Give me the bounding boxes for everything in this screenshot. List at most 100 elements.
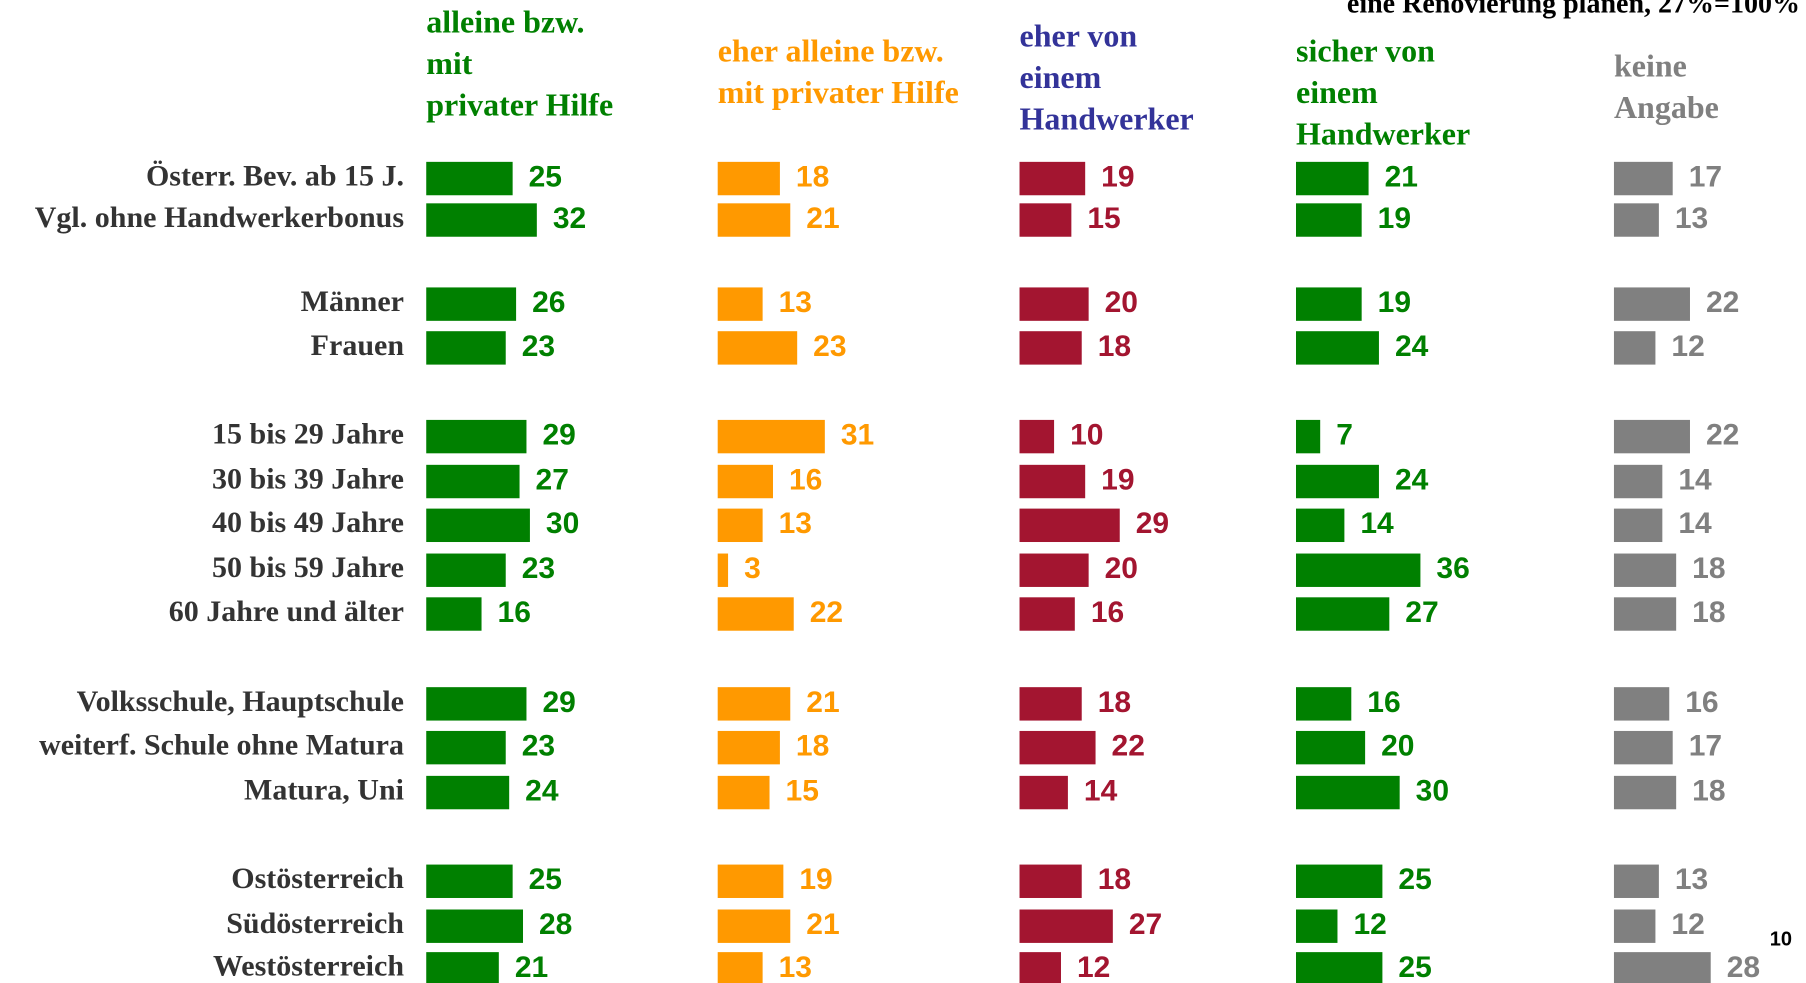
bar bbox=[426, 287, 517, 321]
bar bbox=[1019, 203, 1072, 237]
value-label: 13 bbox=[1675, 202, 1708, 235]
column-header: einem bbox=[1020, 59, 1102, 95]
value-label: 16 bbox=[1685, 686, 1718, 719]
value-label: 23 bbox=[522, 330, 555, 363]
bar bbox=[1613, 597, 1677, 631]
value-label: 7 bbox=[1336, 419, 1353, 452]
column-header: einem bbox=[1296, 74, 1378, 110]
bar bbox=[1296, 287, 1362, 321]
bar bbox=[1019, 553, 1089, 587]
bar bbox=[426, 508, 530, 543]
value-label: 15 bbox=[786, 774, 819, 807]
bar bbox=[426, 161, 513, 196]
bar bbox=[717, 161, 780, 196]
bar bbox=[717, 687, 791, 721]
value-label: 27 bbox=[536, 463, 569, 496]
row-label: Vgl. ohne Handwerkerbonus bbox=[35, 201, 404, 234]
value-label: 19 bbox=[1378, 286, 1411, 319]
value-label: 17 bbox=[1689, 730, 1722, 763]
bar bbox=[426, 464, 520, 499]
value-label: 18 bbox=[1692, 774, 1725, 807]
value-label: 24 bbox=[1395, 330, 1429, 363]
bar bbox=[1019, 909, 1113, 943]
bar bbox=[1019, 419, 1055, 454]
value-label: 12 bbox=[1671, 330, 1704, 363]
bar bbox=[1613, 161, 1673, 196]
value-label: 13 bbox=[779, 507, 812, 540]
bar bbox=[717, 464, 773, 499]
row-label: Matura, Uni bbox=[244, 773, 404, 806]
row-label: 30 bis 39 Jahre bbox=[212, 462, 404, 495]
bar bbox=[717, 775, 770, 810]
row-label: 15 bis 29 Jahre bbox=[212, 417, 404, 450]
value-label: 18 bbox=[796, 730, 829, 763]
row-label: Südösterreich bbox=[226, 907, 404, 940]
bar bbox=[1296, 597, 1390, 631]
value-label: 22 bbox=[1706, 419, 1739, 452]
value-label: 21 bbox=[806, 908, 839, 941]
bar bbox=[1613, 553, 1677, 587]
bar bbox=[1296, 687, 1352, 721]
bar bbox=[1019, 864, 1082, 898]
value-label: 22 bbox=[810, 596, 843, 629]
bar bbox=[426, 203, 537, 237]
bar bbox=[717, 419, 825, 454]
row-label: 40 bis 49 Jahre bbox=[212, 506, 404, 539]
bar bbox=[1613, 508, 1663, 543]
column-header: mit bbox=[426, 45, 473, 81]
bar bbox=[1296, 553, 1421, 587]
column-header: eher alleine bzw. bbox=[718, 32, 944, 68]
bar bbox=[1613, 419, 1690, 454]
bar bbox=[1296, 730, 1366, 765]
column-header: mit privater Hilfe bbox=[718, 74, 959, 110]
bar bbox=[717, 331, 798, 365]
value-label: 30 bbox=[546, 507, 579, 540]
value-label: 32 bbox=[553, 202, 586, 235]
value-label: 25 bbox=[1398, 863, 1431, 896]
bar bbox=[1296, 864, 1383, 898]
row-label: Frauen bbox=[311, 329, 405, 362]
value-label: 36 bbox=[1436, 552, 1469, 585]
bar bbox=[717, 864, 784, 898]
value-label: 12 bbox=[1353, 908, 1386, 941]
bar bbox=[1613, 287, 1690, 321]
value-label: 16 bbox=[1091, 596, 1124, 629]
bar bbox=[1019, 464, 1086, 499]
bar bbox=[717, 553, 729, 587]
value-label: 20 bbox=[1105, 286, 1138, 319]
value-label: 24 bbox=[525, 774, 559, 807]
column-header: keine bbox=[1614, 47, 1687, 83]
bar bbox=[426, 952, 499, 983]
bar bbox=[426, 687, 527, 721]
value-label: 12 bbox=[1671, 908, 1704, 941]
row-label: weiterf. Schule ohne Matura bbox=[39, 729, 404, 762]
bar bbox=[1613, 687, 1670, 721]
value-label: 12 bbox=[1077, 951, 1110, 983]
bar bbox=[1296, 775, 1400, 810]
bar bbox=[1019, 287, 1089, 321]
bar bbox=[1613, 864, 1659, 898]
bar bbox=[426, 597, 482, 631]
bar bbox=[717, 287, 763, 321]
value-label: 16 bbox=[789, 463, 822, 496]
bar bbox=[426, 730, 506, 765]
bar bbox=[426, 331, 506, 365]
row-label: 50 bis 59 Jahre bbox=[212, 551, 404, 584]
value-label: 3 bbox=[744, 552, 761, 585]
value-label: 25 bbox=[529, 160, 562, 193]
value-label: 16 bbox=[498, 596, 531, 629]
value-label: 18 bbox=[796, 160, 829, 193]
value-label: 16 bbox=[1367, 686, 1400, 719]
bar bbox=[1019, 775, 1068, 810]
value-label: 19 bbox=[1101, 160, 1134, 193]
bar bbox=[1296, 419, 1321, 454]
value-label: 21 bbox=[1385, 160, 1418, 193]
value-label: 24 bbox=[1395, 463, 1429, 496]
bar bbox=[1019, 508, 1120, 543]
value-label: 18 bbox=[1098, 686, 1131, 719]
column-header: Angabe bbox=[1614, 89, 1719, 125]
value-label: 28 bbox=[1727, 951, 1760, 983]
value-label: 22 bbox=[1706, 286, 1739, 319]
value-label: 14 bbox=[1678, 507, 1712, 540]
bar bbox=[426, 775, 510, 810]
